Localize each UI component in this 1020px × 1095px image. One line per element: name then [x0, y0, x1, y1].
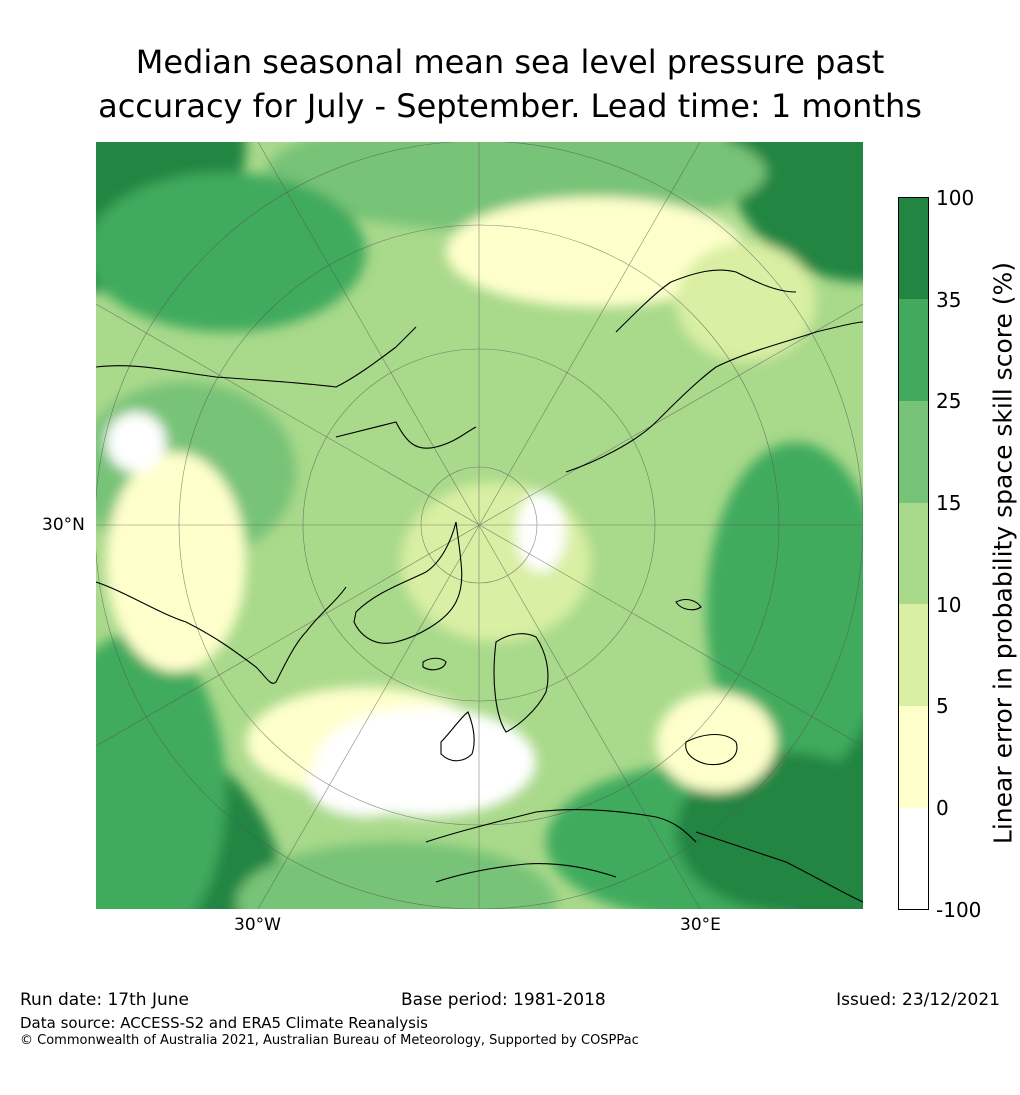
coast-black-caspian: [685, 733, 738, 766]
colorbar-segment-35-100: [898, 197, 929, 299]
coast-north-america: [96, 581, 347, 684]
region-ne-pale: [676, 242, 816, 362]
colorbar-tick-35: 35: [936, 288, 962, 312]
colorbar-tick-10: 10: [936, 593, 962, 617]
coast-iceland: [422, 657, 447, 671]
run-date: Run date: 17th June: [20, 990, 189, 1010]
coast-eurasia-north: [565, 321, 863, 473]
label-30e: 30°E: [680, 915, 721, 935]
map-svg: [96, 142, 863, 909]
region-s-mid: [236, 842, 556, 909]
region-sw-white: [306, 747, 426, 817]
colorbar-tick-neg100: -100: [936, 898, 982, 922]
title-line-1: Median seasonal mean sea level pressure …: [135, 43, 885, 81]
colorbar-segment-25-35: [898, 299, 929, 401]
label-30w: 30°W: [234, 915, 281, 935]
label-30n: 30°N: [42, 515, 85, 535]
copyright: © Commonwealth of Australia 2021, Austra…: [20, 1033, 639, 1048]
coast-middle-east: [695, 831, 863, 903]
title-line-2: accuracy for July - September. Lead time…: [98, 87, 922, 125]
colorbar: [898, 197, 929, 910]
coast-scandinavia: [493, 633, 549, 733]
region-center-pale: [401, 482, 591, 642]
colorbar-tick-100: 100: [936, 186, 975, 210]
coast-europe: [425, 808, 697, 843]
region-w-pale: [106, 452, 246, 672]
coast-baikal: [675, 598, 702, 611]
coast-mediterranean: [435, 863, 617, 883]
colorbar-segment-5-10: [898, 604, 929, 706]
issued-date: Issued: 23/12/2021: [836, 990, 1000, 1010]
colorbar-tick-5: 5: [936, 694, 949, 718]
coast-alaska: [96, 326, 417, 388]
base-period: Base period: 1981-2018: [401, 990, 606, 1010]
colorbar-frame: [898, 197, 929, 910]
region-e-green: [706, 442, 863, 782]
chart-title: Median seasonal mean sea level pressure …: [0, 40, 1020, 128]
colorbar-title: Linear error in probability space skill …: [988, 261, 1018, 845]
colorbar-segment-neg100-0: [898, 808, 929, 910]
skill-field: [96, 142, 863, 909]
region-pole-white: [516, 492, 566, 572]
colorbar-segment-10-15: [898, 503, 929, 604]
coast-canada-arctic: [335, 421, 477, 449]
region-sw-green: [96, 632, 226, 909]
colorbar-tick-0: 0: [936, 796, 949, 820]
coast-british-isles: [440, 711, 475, 762]
data-source: Data source: ACCESS-S2 and ERA5 Climate …: [20, 1014, 428, 1032]
colorbar-tick-15: 15: [936, 491, 962, 515]
colorbar-segment-0-5: [898, 706, 929, 808]
polar-map: [96, 142, 863, 909]
region-e-pale: [656, 692, 776, 792]
coastlines: [96, 269, 863, 903]
coast-greenland: [353, 521, 463, 644]
region-n-pale: [446, 197, 746, 307]
colorbar-segment-15-25: [898, 401, 929, 503]
coast-siberia: [615, 269, 797, 333]
colorbar-tick-25: 25: [936, 389, 962, 413]
region-nw-green: [96, 172, 366, 332]
region-w-white: [106, 412, 166, 472]
